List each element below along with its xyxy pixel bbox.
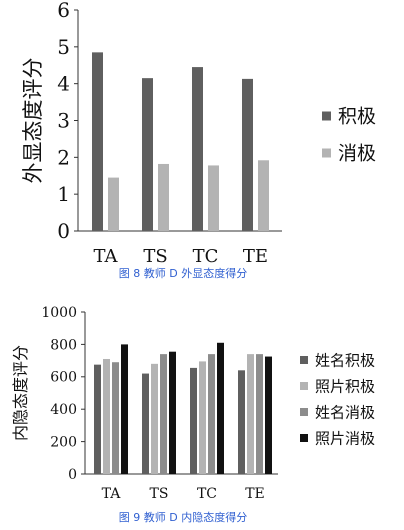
chart1-x-tick-label: TE — [243, 246, 268, 267]
chart1-y-tick-label: 0 — [57, 219, 70, 243]
chart1-y-tick-label: 5 — [57, 35, 70, 59]
chart2-x-tick-label: TA — [102, 486, 122, 502]
chart1-x-tick-label: TA — [93, 246, 118, 267]
chart2-y-axis-title: 内隐态度评分 — [11, 345, 30, 441]
chart1-bar-TE-1 — [242, 78, 253, 232]
chart2-y-tick-label: 0 — [68, 467, 77, 483]
chart2-legend-label-4: 照片消极 — [315, 429, 375, 447]
chart2-legend-label-1: 姓名积极 — [315, 351, 375, 369]
chart1-y-tick-label: 3 — [57, 109, 70, 133]
chart2-x-tick-label: TE — [245, 486, 265, 502]
chart2-legend-swatch-3 — [300, 408, 308, 416]
chart1-bar-TS-1 — [142, 78, 153, 232]
chart1-bar-TA-1 — [92, 52, 103, 231]
chart2-legend-swatch-4 — [300, 434, 308, 442]
chart1-y-tick-label: 1 — [57, 182, 70, 206]
chart2-x-tick-label: TC — [197, 486, 217, 502]
chart2-bar-TE-3 — [256, 354, 263, 474]
chart2-figure-caption: 图 9 教师 D 内隐态度得分 — [119, 510, 247, 524]
chart2-bar-TC-3 — [208, 354, 215, 474]
chart2-bar-TS-3 — [160, 354, 167, 474]
chart2-legend-label-2: 照片积极 — [315, 377, 375, 395]
chart2-bar-TC-2 — [199, 361, 206, 474]
chart1-bar-TS-2 — [158, 163, 169, 231]
chart2-legend-label-3: 姓名消极 — [315, 403, 375, 421]
chart2-bar-TA-1 — [94, 364, 101, 474]
chart1-legend-label-1: 积极 — [338, 106, 376, 128]
chart2-bar-TA-2 — [103, 358, 110, 474]
chart2-x-tick-label: TS — [150, 486, 169, 502]
chart1-bar-TC-2 — [208, 165, 219, 231]
chart2-legend-swatch-1 — [300, 356, 308, 364]
chart1-x-tick-label: TC — [193, 246, 219, 267]
chart2-y-tick-label: 400 — [50, 402, 77, 418]
chart1-figure-caption: 图 8 教师 D 外显态度得分 — [119, 266, 247, 280]
chart1-legend-label-2: 消极 — [338, 143, 376, 165]
chart2-bar-TE-4 — [265, 356, 272, 474]
chart2-bar-TC-1 — [190, 367, 197, 474]
chart1-y-tick-label: 4 — [57, 72, 70, 96]
chart2-y-tick-label: 600 — [50, 370, 77, 386]
chart1-legend-swatch-2 — [322, 148, 331, 158]
chart2-bar-TS-1 — [142, 373, 149, 474]
chart1-legend-swatch-1 — [322, 111, 331, 121]
chart2-bar-TC-4 — [217, 342, 224, 474]
chart1-y-axis-title: 外显态度评分 — [21, 58, 45, 184]
chart2-y-tick-label: 1000 — [41, 305, 77, 321]
chart2-y-tick-label: 800 — [50, 337, 77, 353]
chart2-y-tick-label: 200 — [50, 435, 77, 451]
chart2-bar-TS-4 — [169, 351, 176, 474]
chart1-bar-TE-2 — [258, 160, 269, 231]
chart1-y-tick-label: 6 — [57, 0, 70, 22]
chart1-bar-TA-2 — [108, 177, 119, 231]
chart2-legend-swatch-2 — [300, 382, 308, 390]
chart1-x-tick-label: TS — [143, 246, 167, 267]
chart1-y-tick-label: 2 — [57, 145, 70, 169]
chart1-bar-TC-1 — [192, 67, 203, 231]
chart2-bar-TE-2 — [247, 354, 254, 474]
chart2-bar-TA-4 — [121, 344, 128, 474]
chart2-bar-TA-3 — [112, 362, 119, 474]
chart2-bar-TE-1 — [238, 370, 245, 474]
chart2-bar-TS-2 — [151, 363, 158, 474]
